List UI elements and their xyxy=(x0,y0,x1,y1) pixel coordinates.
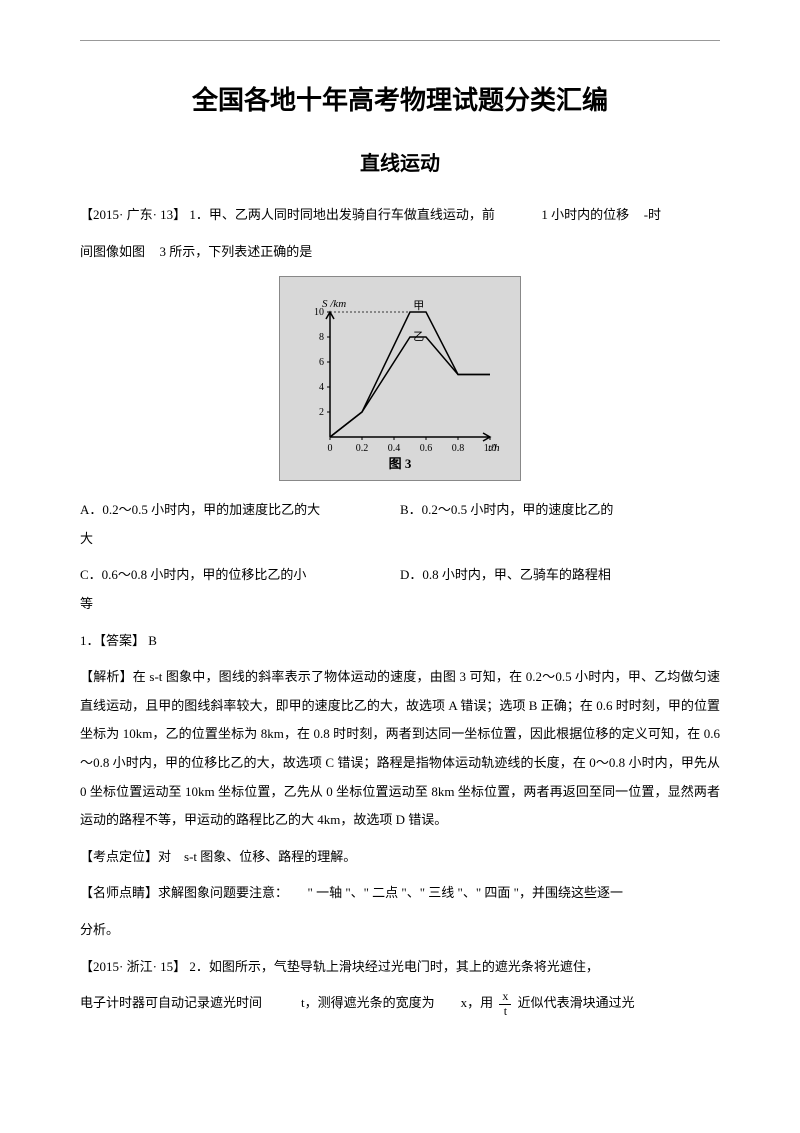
svg-text:4: 4 xyxy=(319,382,324,393)
option-d2: 等 xyxy=(80,590,720,619)
answer: 1．【答案】 B xyxy=(80,627,720,656)
chart-container: S /km24681000.20.40.60.81.0t/h甲乙图 3 xyxy=(80,276,720,486)
kaodian-label: 【考点定位】 xyxy=(80,849,158,864)
q1-intro-a: 【2015· 广东· 13】 1．甲、乙两人同时同地出发骑自行车做直线运动，前 xyxy=(80,207,495,222)
page-title: 全国各地十年高考物理试题分类汇编 xyxy=(80,80,720,117)
frac-num: x xyxy=(499,990,511,1004)
mingshi-label: 【名师点睛】 xyxy=(80,885,158,900)
svg-text:S /km: S /km xyxy=(322,298,346,310)
q2-intro2: 电子计时器可自动记录遮光时间 t，测得遮光条的宽度为 x，用 x t 近似代表滑… xyxy=(80,989,720,1018)
q2-intro: 【2015· 浙江· 15】 2．如图所示，气垫导轨上滑块经过光电门时，其上的遮… xyxy=(80,953,720,982)
chart-box: S /km24681000.20.40.60.81.0t/h甲乙图 3 xyxy=(279,276,521,481)
q1-intro-c: -时 xyxy=(644,207,661,222)
svg-text:8: 8 xyxy=(319,332,324,343)
q2-intro-c: 近似代表滑块通过光 xyxy=(518,995,635,1010)
svg-text:图 3: 图 3 xyxy=(389,456,412,471)
svg-text:0: 0 xyxy=(328,443,333,454)
svg-text:0.8: 0.8 xyxy=(452,443,465,454)
option-row-cd: C．0.6～0.8 小时内，甲的位移比乙的小 D．0.8 小时内，甲、乙骑车的路… xyxy=(80,561,720,590)
top-rule xyxy=(80,40,720,41)
svg-text:0.4: 0.4 xyxy=(388,443,401,454)
svg-text:10: 10 xyxy=(314,307,324,318)
option-b: B．0.2～0.5 小时内，甲的速度比乙的 xyxy=(400,496,720,525)
chart-svg: S /km24681000.20.40.60.81.0t/h甲乙图 3 xyxy=(300,292,500,472)
kaodian: 【考点定位】对 s-t 图象、位移、路程的理解。 xyxy=(80,843,720,872)
q1-intro-line2: 间图像如图 3 所示，下列表述正确的是 xyxy=(80,238,720,267)
analysis: 【解析】在 s-t 图象中，图线的斜率表示了物体运动的速度，由图 3 可知，在 … xyxy=(80,663,720,835)
svg-text:2: 2 xyxy=(319,407,324,418)
mingshi: 【名师点睛】求解图象问题要注意： " 一轴 "、" 二点 "、" 三线 "、" … xyxy=(80,879,720,908)
mingshi-text: 求解图象问题要注意： " 一轴 "、" 二点 "、" 三线 "、" 四面 "，并… xyxy=(158,885,623,900)
svg-text:乙: 乙 xyxy=(413,330,424,343)
svg-text:0.2: 0.2 xyxy=(356,443,369,454)
q1-intro-b: 1 小时内的位移 xyxy=(541,207,629,222)
option-b2: 大 xyxy=(80,525,720,554)
option-row-ab: A．0.2～0.5 小时内，甲的加速度比乙的大 B．0.2～0.5 小时内，甲的… xyxy=(80,496,720,525)
q1-intro-e: 3 所示，下列表述正确的是 xyxy=(160,244,313,259)
kaodian-text: 对 s-t 图象、位移、路程的理解。 xyxy=(158,849,356,864)
option-c: C．0.6～0.8 小时内，甲的位移比乙的小 xyxy=(80,561,400,590)
fraction-xt: x t xyxy=(499,990,511,1017)
analysis-text: 在 s-t 图象中，图线的斜率表示了物体运动的速度，由图 3 可知，在 0.2～… xyxy=(80,669,720,827)
analysis-label: 【解析】 xyxy=(80,669,133,684)
option-d: D．0.8 小时内，甲、乙骑车的路程相 xyxy=(400,561,720,590)
svg-text:t/h: t/h xyxy=(488,442,500,454)
page-subtitle: 直线运动 xyxy=(80,147,720,176)
q2-intro-b: 电子计时器可自动记录遮光时间 t，测得遮光条的宽度为 x，用 xyxy=(80,995,493,1010)
frac-den: t xyxy=(499,1005,511,1018)
svg-text:甲: 甲 xyxy=(413,300,424,312)
svg-text:0.6: 0.6 xyxy=(420,443,433,454)
mingshi2: 分析。 xyxy=(80,916,720,945)
q1-intro: 【2015· 广东· 13】 1．甲、乙两人同时同地出发骑自行车做直线运动，前 … xyxy=(80,201,720,230)
q1-intro-d: 间图像如图 xyxy=(80,244,145,259)
option-a: A．0.2～0.5 小时内，甲的加速度比乙的大 xyxy=(80,496,400,525)
svg-text:6: 6 xyxy=(319,357,324,368)
